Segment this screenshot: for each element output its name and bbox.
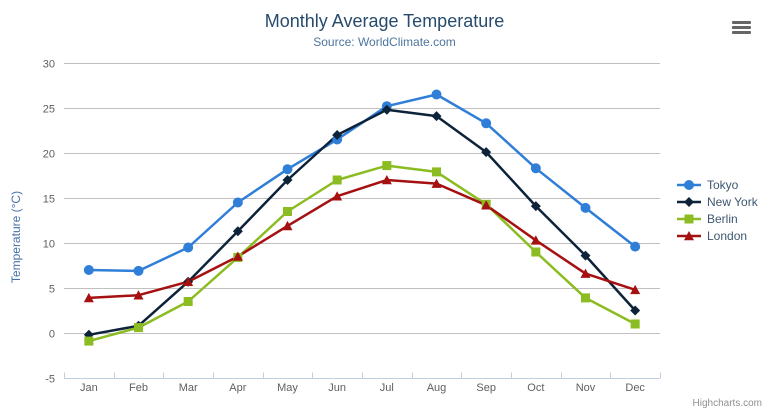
data-point-london[interactable] bbox=[381, 175, 392, 185]
data-point-london[interactable] bbox=[481, 200, 492, 210]
data-point-london[interactable] bbox=[83, 292, 94, 303]
legend-label: Tokyo bbox=[707, 177, 739, 192]
legend-marker bbox=[684, 214, 694, 223]
x-axis-tick-label: May bbox=[277, 382, 298, 394]
data-point-tokyo[interactable] bbox=[232, 197, 243, 208]
data-point-berlin[interactable] bbox=[581, 293, 590, 303]
chart-subtitle: Source: WorldClimate.com bbox=[313, 35, 456, 49]
data-point-london[interactable] bbox=[630, 284, 641, 295]
legend-marker bbox=[684, 230, 694, 240]
data-point-berlin[interactable] bbox=[630, 319, 640, 329]
series-line-tokyo bbox=[87, 93, 637, 273]
data-point-new-york[interactable] bbox=[481, 147, 492, 158]
data-point-tokyo[interactable] bbox=[183, 242, 194, 253]
data-point-new-york[interactable] bbox=[381, 104, 392, 115]
data-point-new-york[interactable] bbox=[630, 305, 641, 316]
x-axis-tick-label: Mar bbox=[179, 382, 198, 394]
x-axis-tick-label: Jul bbox=[380, 382, 394, 394]
x-axis-tick-label: Apr bbox=[229, 382, 246, 394]
y-axis-tick-label: -5 bbox=[45, 374, 55, 386]
legend-item-berlin[interactable]: Berlin bbox=[676, 210, 758, 227]
series-line-berlin bbox=[87, 164, 637, 343]
x-axis-tick-label: Feb bbox=[129, 382, 148, 394]
series-line-london bbox=[87, 178, 637, 300]
credits-link[interactable]: Highcharts.com bbox=[692, 398, 762, 409]
y-axis-tick-label: 0 bbox=[49, 329, 55, 341]
legend-item-london[interactable]: London bbox=[676, 227, 758, 244]
legend-marker bbox=[684, 179, 694, 190]
data-point-new-york[interactable] bbox=[282, 175, 293, 185]
data-point-london[interactable] bbox=[431, 178, 442, 188]
y-axis-tick-label: 20 bbox=[43, 149, 55, 161]
x-axis-tick-label: Nov bbox=[576, 382, 596, 394]
context-menu-button[interactable] bbox=[732, 21, 751, 34]
data-point-tokyo[interactable] bbox=[133, 265, 144, 276]
data-point-tokyo[interactable] bbox=[630, 241, 641, 252]
x-axis-tick-label: Oct bbox=[527, 382, 544, 394]
legend-label: London bbox=[707, 228, 748, 243]
legend-item-tokyo[interactable]: Tokyo bbox=[676, 176, 758, 193]
hamburger-icon bbox=[732, 31, 751, 34]
legend: Tokyo New York Berlin London bbox=[676, 176, 758, 244]
y-axis-tick-label: 15 bbox=[43, 194, 55, 206]
data-point-tokyo[interactable] bbox=[83, 265, 94, 275]
data-point-berlin[interactable] bbox=[283, 207, 292, 216]
x-axis-tick-label: Jun bbox=[328, 382, 346, 394]
series-line-new-york bbox=[87, 108, 637, 337]
data-point-new-york[interactable] bbox=[232, 226, 243, 237]
y-axis-tick-label: 5 bbox=[49, 284, 55, 296]
data-point-berlin[interactable] bbox=[84, 336, 94, 346]
hamburger-icon bbox=[732, 26, 751, 29]
legend-label: New York bbox=[707, 194, 758, 209]
data-point-new-york[interactable] bbox=[580, 250, 591, 261]
data-point-london[interactable] bbox=[232, 251, 243, 261]
x-axis-tick-label: Sep bbox=[476, 382, 496, 394]
data-point-new-york[interactable] bbox=[431, 111, 442, 122]
x-axis-tick-label: Jan bbox=[80, 382, 98, 394]
y-axis-tick-label: 10 bbox=[43, 239, 55, 251]
data-point-berlin[interactable] bbox=[382, 161, 392, 171]
triangle-series-marker-icon bbox=[677, 230, 701, 240]
data-point-london[interactable] bbox=[133, 290, 144, 300]
chart-title: Monthly Average Temperature bbox=[264, 11, 505, 31]
hamburger-icon bbox=[732, 21, 751, 24]
data-point-london[interactable] bbox=[183, 276, 194, 286]
y-axis-tick-label: 25 bbox=[43, 104, 55, 116]
x-axis-tick-label: Dec bbox=[625, 382, 645, 394]
data-point-tokyo[interactable] bbox=[431, 89, 442, 100]
legend-label: Berlin bbox=[707, 211, 738, 226]
data-point-berlin[interactable] bbox=[332, 175, 342, 185]
data-point-london[interactable] bbox=[580, 268, 591, 278]
circle-series-marker-icon bbox=[677, 179, 701, 190]
data-point-berlin[interactable] bbox=[531, 247, 541, 257]
data-point-berlin[interactable] bbox=[134, 323, 143, 333]
legend-marker bbox=[684, 196, 694, 207]
diamond-series-marker-icon bbox=[677, 196, 701, 207]
data-point-london[interactable] bbox=[282, 220, 293, 231]
data-point-london[interactable] bbox=[530, 235, 541, 245]
x-axis-tick-label: Aug bbox=[427, 382, 447, 394]
data-point-london[interactable] bbox=[332, 191, 343, 201]
data-point-tokyo[interactable] bbox=[530, 163, 541, 174]
y-axis-tick-label: 30 bbox=[43, 59, 55, 71]
data-point-new-york[interactable] bbox=[332, 130, 343, 140]
data-point-berlin[interactable] bbox=[432, 167, 441, 177]
data-point-berlin[interactable] bbox=[183, 297, 193, 306]
data-point-tokyo[interactable] bbox=[282, 164, 293, 175]
legend-item-new-york[interactable]: New York bbox=[676, 193, 758, 210]
data-point-tokyo[interactable] bbox=[481, 118, 492, 129]
data-point-new-york[interactable] bbox=[530, 201, 541, 212]
data-point-tokyo[interactable] bbox=[580, 202, 591, 213]
square-series-marker-icon bbox=[677, 214, 701, 223]
